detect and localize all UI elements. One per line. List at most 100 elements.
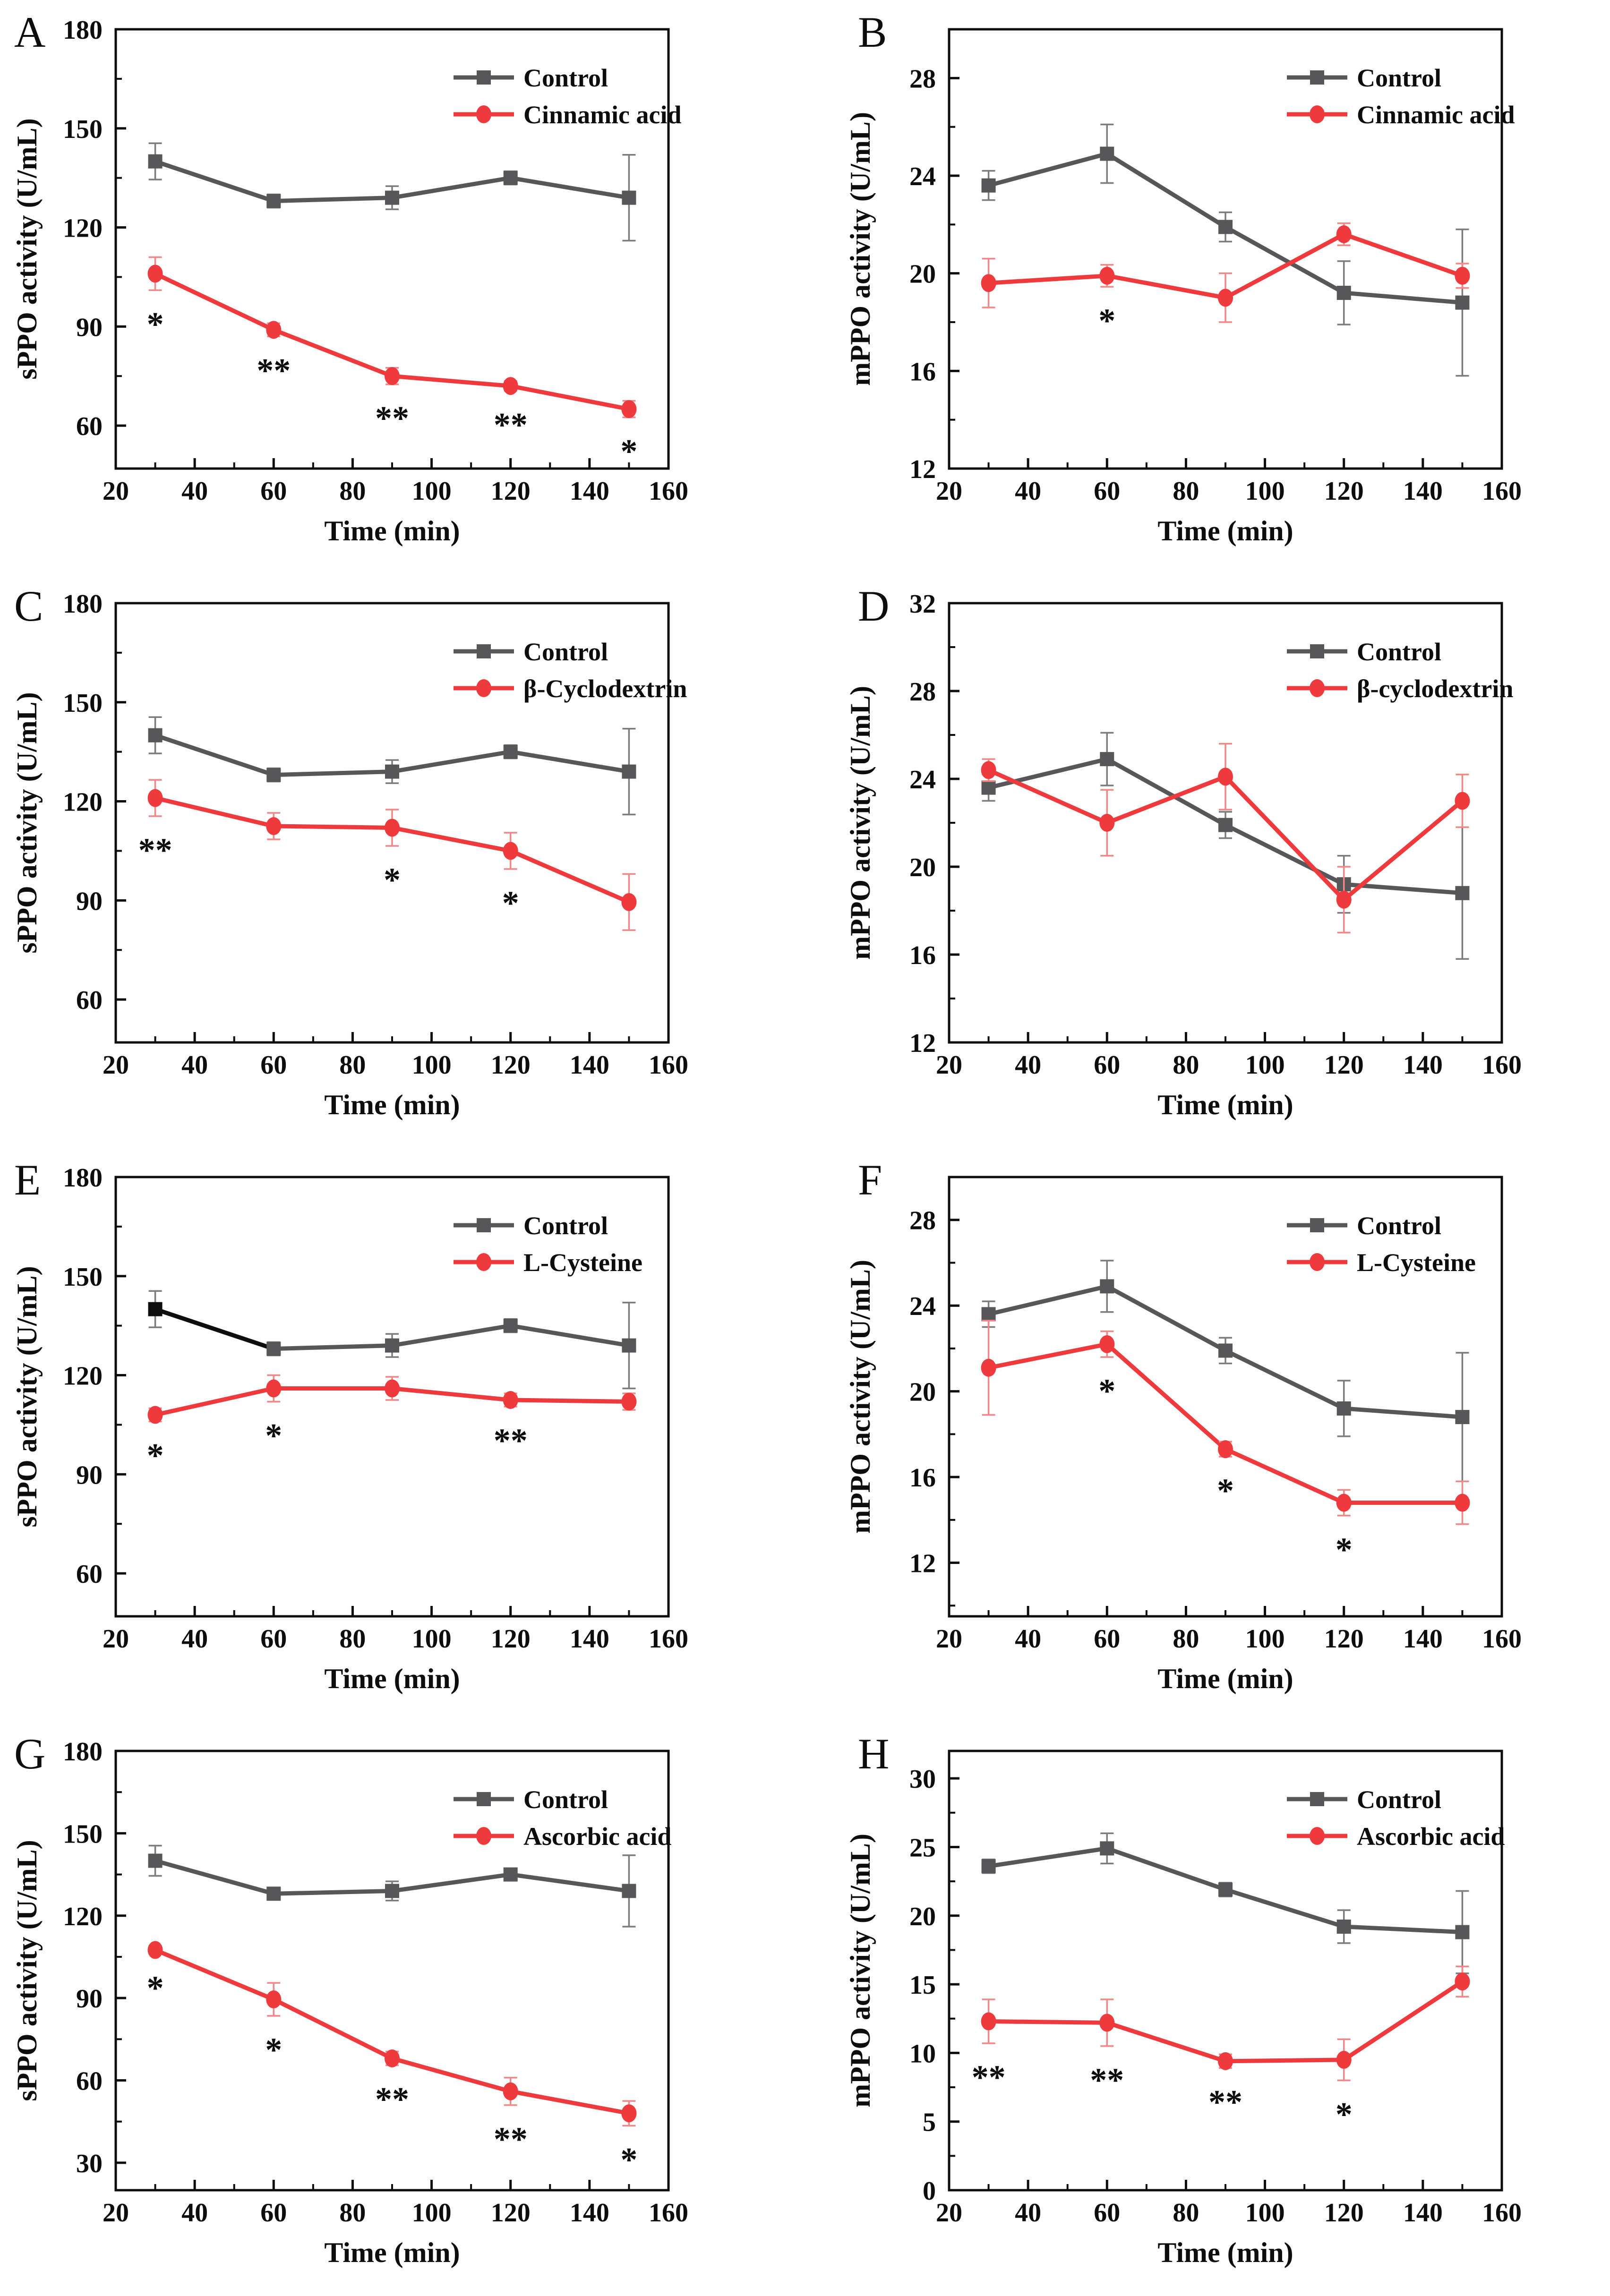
data-point-circle [147, 265, 163, 283]
data-point-square [148, 154, 163, 169]
x-axis-label: Time (min) [324, 515, 460, 546]
svg-text:90: 90 [76, 1984, 103, 2014]
data-point-circle [621, 1392, 637, 1411]
data-point-square [1218, 1343, 1233, 1358]
axis-box [114, 1750, 670, 2192]
axes: 20 40 60 80 100 120 140 160 60 90 120 150 180 Time (m… [11, 1163, 688, 1694]
axis-box [948, 28, 1503, 470]
svg-text:20: 20 [936, 1624, 962, 1654]
svg-text:0: 0 [923, 2177, 936, 2206]
svg-text:160: 160 [1482, 1624, 1522, 1654]
legend-label: Control [523, 638, 608, 666]
panel-letter-H: H [858, 1730, 890, 1778]
svg-text:60: 60 [76, 412, 103, 441]
legend-label: Cinnamic acid [523, 101, 682, 129]
svg-text:20: 20 [936, 1050, 962, 1080]
data-point-square [622, 190, 636, 205]
panel-letter-F: F [858, 1156, 882, 1204]
significance-marker: * [147, 1436, 164, 1474]
svg-text:140: 140 [1403, 1624, 1443, 1654]
chart-panel-G: 20 40 60 80 100 120 140 160 30 60 90 120 150 180 Time … [11, 1737, 688, 2268]
data-point-square [1100, 146, 1114, 161]
svg-text:30: 30 [909, 1765, 936, 1794]
axes: 20 40 60 80 100 120 140 160 12 16 20 24 28 32 Time (mi… [845, 589, 1522, 1120]
data-point-square [503, 1867, 518, 1882]
svg-text:80: 80 [339, 1624, 366, 1654]
data-point-square [622, 1884, 636, 1898]
data-point-circle [621, 893, 637, 911]
data-point-square [1100, 1841, 1114, 1856]
svg-text:120: 120 [1324, 2198, 1364, 2228]
svg-text:150: 150 [63, 689, 103, 718]
axis-box [948, 1750, 1503, 2192]
svg-text:24: 24 [909, 1292, 936, 1321]
svg-text:140: 140 [570, 2198, 609, 2228]
svg-text:120: 120 [63, 214, 103, 243]
data-point-square [385, 1884, 399, 1898]
svg-text:40: 40 [1015, 1624, 1041, 1654]
y-axis-label: mPPO activity (U/mL) [845, 1260, 876, 1534]
svg-text:140: 140 [570, 477, 609, 506]
data-point-circle [1336, 2050, 1352, 2069]
data-point-circle [981, 2012, 996, 2031]
chart-panel-E: 20 40 60 80 100 120 140 160 60 90 120 150 180 Time (m… [11, 1163, 688, 1694]
chart-panel-C: 20 40 60 80 100 120 140 160 60 90 120 150 180 Time (m… [11, 589, 688, 1120]
svg-text:140: 140 [1403, 2198, 1443, 2228]
data-point-square [1455, 1925, 1470, 1939]
svg-text:90: 90 [76, 1460, 103, 1490]
data-point-square [266, 1341, 281, 1356]
svg-text:20: 20 [909, 853, 936, 882]
significance-marker: ** [375, 400, 409, 437]
svg-text:60: 60 [260, 477, 287, 506]
data-point-square [622, 1338, 636, 1353]
series-Control [981, 732, 1470, 960]
data-point-circle [1099, 814, 1115, 832]
svg-text:60: 60 [260, 2198, 287, 2228]
svg-text:12: 12 [909, 1549, 936, 1579]
svg-text:150: 150 [63, 1819, 103, 1849]
svg-text:80: 80 [339, 2198, 366, 2228]
x-axis-label: Time (min) [324, 1663, 460, 1694]
svg-text:60: 60 [76, 2067, 103, 2096]
legend: Control L-Cysteine [454, 1212, 642, 1277]
panel-F: 20 40 60 80 100 120 140 160 12 16 20 24 28 Time (min)… [805, 1148, 1610, 1722]
series-Control [148, 716, 636, 816]
svg-text:5: 5 [923, 2108, 936, 2137]
significance-marker: * [265, 2031, 282, 2069]
svg-text:120: 120 [1324, 477, 1364, 506]
svg-text:12: 12 [909, 455, 936, 484]
svg-text:100: 100 [1245, 1050, 1285, 1080]
significance-marker: * [1336, 1531, 1353, 1569]
axis-box [114, 28, 670, 470]
svg-text:80: 80 [339, 1050, 366, 1080]
legend-square-marker [1310, 644, 1324, 658]
legend-label: β-cyclodextrin [1357, 674, 1513, 703]
data-point-circle [1218, 1440, 1233, 1459]
legend-label: L-Cysteine [523, 1248, 642, 1277]
series-Control [148, 142, 636, 242]
svg-text:120: 120 [1324, 1050, 1364, 1080]
data-point-circle [1099, 2014, 1115, 2032]
data-point-circle [147, 1941, 163, 1959]
data-point-circle [1099, 266, 1115, 285]
data-point-circle [1099, 1335, 1115, 1353]
data-point-square [148, 1853, 163, 1868]
svg-text:120: 120 [491, 1624, 531, 1654]
x-axis-label: Time (min) [324, 1089, 460, 1120]
data-point-square [385, 764, 399, 779]
svg-text:12: 12 [909, 1029, 936, 1058]
svg-text:100: 100 [1245, 477, 1285, 506]
svg-text:180: 180 [63, 1163, 103, 1193]
axes: 20 40 60 80 100 120 140 160 12 16 20 24 28 Time (min)… [845, 1206, 1522, 1694]
series-Cinnamic acid: ***** *** [147, 256, 637, 470]
chart-panel-D: 20 40 60 80 100 120 140 160 12 16 20 24 28 32 Time (mi… [845, 589, 1522, 1120]
chart-panel-H: 20 40 60 80 100 120 140 160 0 5 10 15 20 25 30 Time (mi… [845, 1750, 1522, 2268]
chart-panel-F: 20 40 60 80 100 120 140 160 12 16 20 24 28 Time (min)… [845, 1176, 1522, 1694]
legend-circle-marker [476, 1253, 491, 1271]
legend: Control β-cyclodextrin [1287, 638, 1513, 703]
legend-square-marker [1310, 1792, 1324, 1806]
data-point-circle [1218, 768, 1233, 786]
data-point-square [1455, 295, 1470, 310]
data-point-square [1336, 1920, 1351, 1934]
